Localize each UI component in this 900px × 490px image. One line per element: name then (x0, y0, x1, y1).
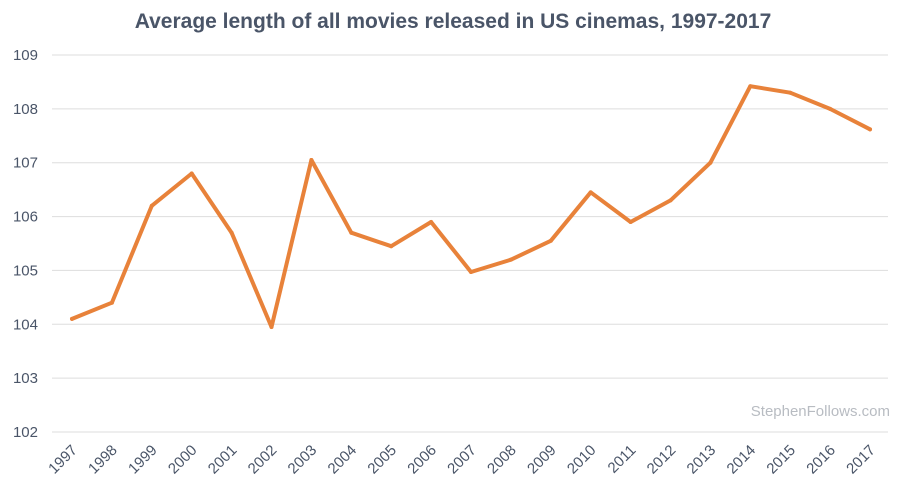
data-point-2013 (708, 160, 713, 165)
data-point-1998 (109, 300, 114, 305)
x-tick-label: 2007 (444, 442, 480, 478)
data-point-2006 (429, 219, 434, 224)
y-tick-label: 108 (13, 101, 38, 118)
x-tick-label: 1997 (45, 442, 81, 478)
data-point-1997 (70, 316, 74, 321)
x-tick-label: 2001 (205, 442, 241, 478)
x-tick-label: 2000 (165, 442, 201, 478)
x-tick-label: 2003 (285, 442, 321, 478)
x-tick-label: 2009 (524, 442, 560, 478)
x-tick-label: 2014 (724, 442, 760, 478)
grid-lines (52, 54, 888, 433)
data-point-2009 (548, 238, 553, 243)
x-tick-label: 2012 (644, 442, 680, 478)
data-point-2012 (668, 198, 673, 203)
data-point-2005 (389, 244, 394, 249)
data-point-1999 (149, 203, 154, 208)
data-point-2000 (189, 171, 194, 176)
y-tick-label: 106 (13, 209, 38, 226)
x-tick-label: 2004 (325, 442, 361, 478)
data-point-2002 (269, 324, 274, 329)
x-tick-label: 2011 (605, 442, 640, 477)
x-tick-label: 2005 (364, 442, 400, 478)
x-tick-label: 2010 (564, 442, 600, 478)
data-point-2007 (469, 270, 473, 275)
data-point-2014 (748, 84, 753, 89)
x-tick-label: 2008 (484, 442, 520, 478)
x-tick-label: 2013 (684, 442, 720, 478)
data-point-2004 (349, 230, 354, 235)
x-tick-label: 1999 (125, 442, 161, 478)
data-point-2011 (628, 219, 633, 224)
x-tick-label: 2006 (404, 442, 440, 478)
y-tick-label: 105 (13, 262, 38, 279)
series-line (70, 84, 872, 329)
x-tick-label: 2017 (843, 442, 879, 478)
y-tick-label: 104 (13, 316, 38, 333)
y-tick-label: 109 (13, 47, 38, 64)
series-layer (70, 84, 872, 329)
y-axis-ticks: 102 103 104 105 106 107 108 109 (13, 47, 38, 441)
watermark: StephenFollows.com (751, 403, 890, 420)
data-point-2016 (828, 106, 833, 111)
x-tick-label: 2016 (803, 442, 839, 478)
data-point-2017 (868, 127, 872, 132)
x-axis-ticks: 1997 1998 1999 2000 2001 2002 2003 2004 2005 2006… (45, 442, 879, 478)
x-tick-label: 1998 (85, 442, 121, 478)
data-point-2015 (788, 90, 793, 95)
data-point-2008 (508, 257, 513, 262)
data-point-2003 (309, 158, 314, 163)
y-tick-label: 102 (13, 424, 38, 441)
data-point-2001 (229, 230, 234, 235)
chart-title: Average length of all movies released in… (135, 10, 772, 33)
x-tick-label: 2002 (245, 442, 281, 478)
x-tick-label: 2015 (763, 442, 799, 478)
y-tick-label: 103 (13, 370, 38, 387)
data-point-2010 (588, 190, 593, 195)
y-tick-label: 107 (13, 155, 38, 172)
